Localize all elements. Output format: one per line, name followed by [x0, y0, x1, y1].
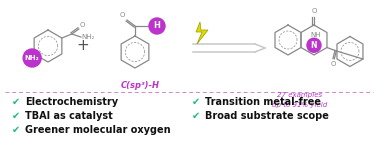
- Text: O: O: [80, 22, 85, 28]
- Text: NH₂: NH₂: [82, 34, 95, 40]
- Text: ✔: ✔: [12, 125, 20, 135]
- Text: H: H: [153, 22, 160, 30]
- Text: Broad substrate scope: Broad substrate scope: [205, 111, 329, 121]
- Text: ✔: ✔: [12, 111, 20, 121]
- Text: O: O: [330, 62, 336, 68]
- Polygon shape: [301, 25, 327, 55]
- Text: O: O: [119, 12, 125, 18]
- Polygon shape: [34, 30, 62, 62]
- Text: 27 examples
up to 91% yield: 27 examples up to 91% yield: [273, 92, 328, 108]
- Circle shape: [23, 49, 41, 67]
- Polygon shape: [275, 25, 301, 55]
- Circle shape: [149, 18, 165, 34]
- Circle shape: [307, 38, 321, 52]
- Text: NH₂: NH₂: [25, 55, 40, 61]
- Text: N: N: [311, 41, 317, 50]
- Polygon shape: [196, 22, 208, 44]
- Text: C(sp³)-H: C(sp³)-H: [121, 81, 160, 89]
- Text: Electrochemistry: Electrochemistry: [25, 97, 118, 107]
- Polygon shape: [337, 36, 363, 67]
- Text: O: O: [311, 8, 317, 14]
- Polygon shape: [121, 36, 149, 68]
- Text: +: +: [77, 38, 89, 52]
- Text: ✔: ✔: [192, 97, 200, 107]
- Text: Greener molecular oxygen: Greener molecular oxygen: [25, 125, 170, 135]
- Text: ✔: ✔: [12, 97, 20, 107]
- Text: ✔: ✔: [192, 111, 200, 121]
- Text: Transition metal-free: Transition metal-free: [205, 97, 321, 107]
- Text: TBAI as catalyst: TBAI as catalyst: [25, 111, 113, 121]
- Text: NH: NH: [311, 32, 321, 38]
